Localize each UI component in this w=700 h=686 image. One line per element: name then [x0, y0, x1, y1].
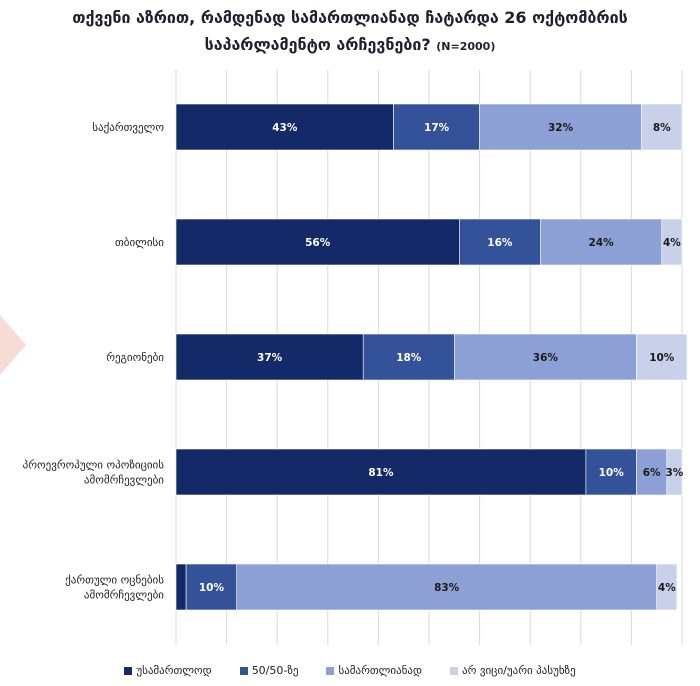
- bar-segment: [666, 448, 683, 496]
- data-label: 10%: [649, 352, 675, 364]
- bar-segment: [175, 333, 364, 381]
- legend-swatch: [326, 667, 335, 675]
- bar-segment: [636, 448, 668, 496]
- chart-title: თქვენი აზრით, რამდენად სამართლიანად ჩატა…: [0, 4, 700, 60]
- legend-swatch: [450, 667, 459, 675]
- data-label: 17%: [424, 122, 450, 134]
- data-label: 16%: [487, 237, 513, 249]
- chart-title-line1: თქვენი აზრით, რამდენად სამართლიანად ჩატა…: [72, 8, 628, 27]
- legend-item: სამართლიანად: [326, 664, 422, 677]
- category-label: ქართული ოცნების ამომრჩევლები: [65, 574, 164, 602]
- bar-segment: [661, 218, 683, 266]
- data-label: 81%: [368, 467, 394, 479]
- category-label: საქართველო: [92, 121, 164, 134]
- decorative-arrow-shape: [0, 315, 26, 379]
- category-label: რეგიონები: [106, 351, 164, 364]
- bar-segment: [175, 103, 394, 151]
- data-label: 3%: [665, 467, 683, 479]
- legend-swatch: [239, 667, 248, 675]
- legend-item: უსამართლოდ: [124, 664, 212, 677]
- data-label: 6%: [643, 467, 661, 479]
- legend-item: 50/50-ზე: [239, 664, 299, 677]
- data-label: 32%: [548, 122, 574, 134]
- chart-sample-size: (N=2000): [436, 40, 496, 53]
- bar-segment: [185, 563, 238, 611]
- data-label: 36%: [533, 352, 559, 364]
- data-label: 83%: [434, 582, 460, 594]
- legend-swatch: [124, 667, 133, 675]
- data-label: 4%: [658, 582, 676, 594]
- bar-segment: [479, 103, 642, 151]
- data-label: 10%: [199, 582, 225, 594]
- chart-title-line2: საპარლამენტო არჩევნები?: [204, 35, 431, 54]
- bar-segment: [393, 103, 480, 151]
- category-label: პროევროპული ოპოზიციის ამომრჩევლები: [23, 459, 165, 487]
- legend-label: სამართლიანად: [338, 664, 423, 677]
- category-label: თბილისი: [115, 236, 164, 249]
- legend-label: არ ვიცი/უარი პასუხზე: [462, 664, 576, 677]
- stacked-bar-chart: საქართველო 43% 17% 32% 8% თბილისი 56% 16% 24% 4% რ…: [23, 70, 688, 645]
- data-label: 37%: [257, 352, 283, 364]
- chart-legend: უსამართლოდ 50/50-ზე სამართლიანად არ ვიცი/უა…: [0, 664, 700, 677]
- data-label: 43%: [272, 122, 298, 134]
- data-label: 8%: [653, 122, 671, 134]
- data-label: 4%: [663, 237, 681, 249]
- data-label: 24%: [588, 237, 614, 249]
- legend-item: არ ვიცი/უარი პასუხზე: [450, 664, 576, 677]
- bar-segment: [175, 563, 187, 611]
- bar-segment: [585, 448, 637, 496]
- bar-segment: [540, 218, 663, 266]
- legend-label: უსამართლოდ: [136, 664, 212, 677]
- bar-segment: [656, 563, 678, 611]
- bar-segment: [641, 103, 683, 151]
- bar-segment: [453, 333, 637, 381]
- bar-segment: [459, 218, 541, 266]
- bar-segment: [175, 448, 587, 496]
- data-label: 56%: [305, 237, 331, 249]
- bar-segment: [362, 333, 455, 381]
- bar-segment: [636, 333, 688, 381]
- legend-label: 50/50-ზე: [251, 664, 299, 677]
- data-label: 10%: [599, 467, 625, 479]
- data-label: 18%: [396, 352, 422, 364]
- bar-segment: [236, 563, 658, 611]
